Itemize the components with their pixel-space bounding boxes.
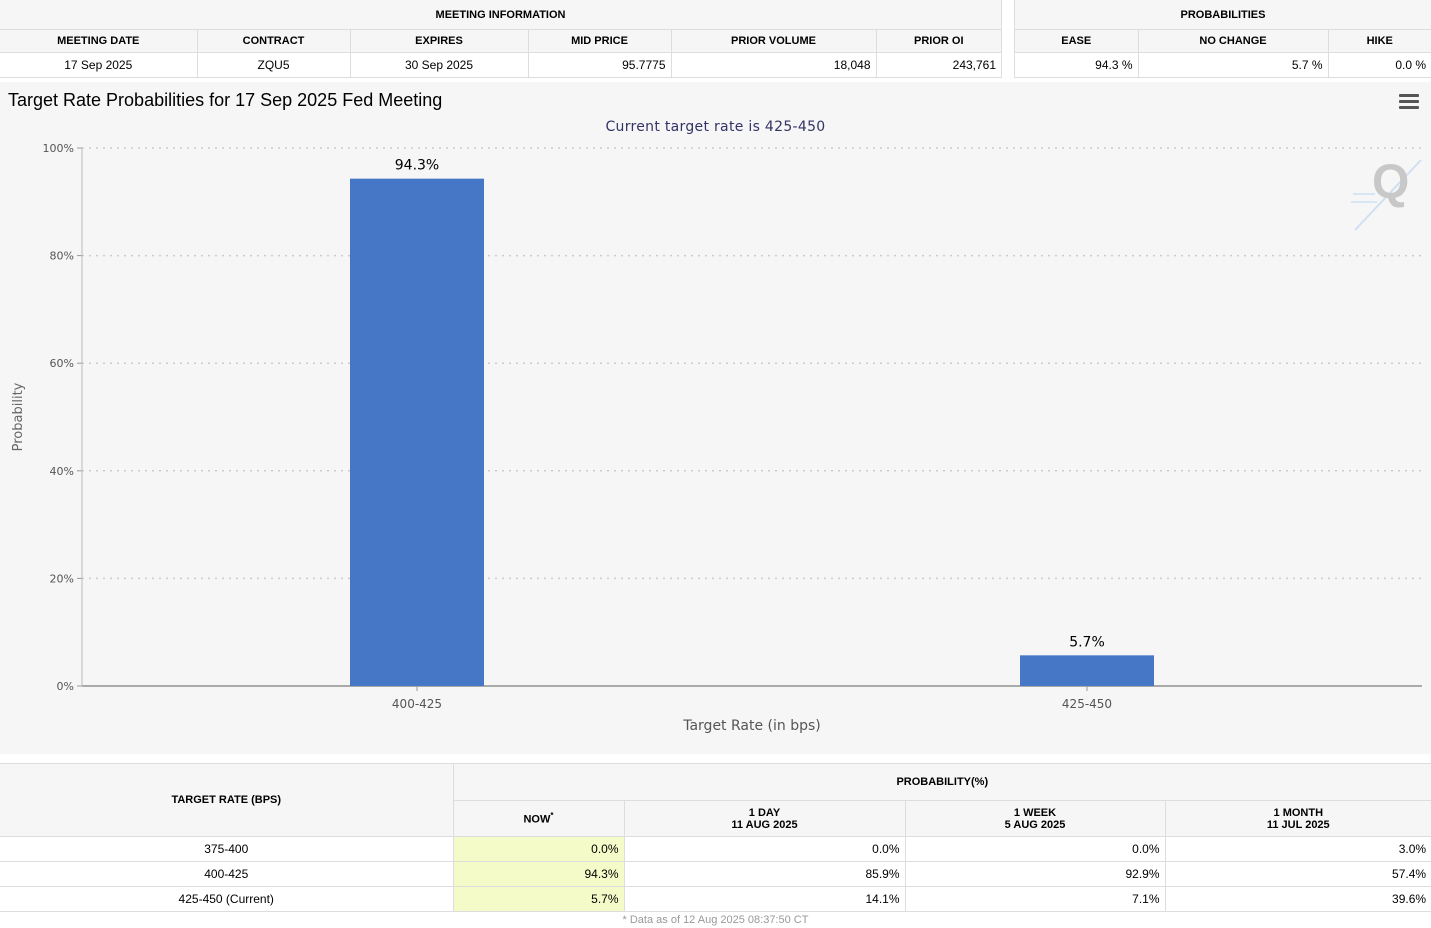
y-tick-label: 100%	[43, 142, 74, 155]
header-mid-price: MID PRICE	[528, 29, 672, 53]
probabilities-title: PROBABILITIES	[1015, 0, 1431, 30]
chart-subtitle: Current target rate is 425-450	[605, 119, 826, 135]
data-label: 94.3%	[395, 158, 439, 174]
data-label: 5.7%	[1069, 634, 1105, 650]
no-change-value: 5.7 %	[1138, 52, 1329, 78]
table-row: 375-400 0.0% 0.0% 0.0% 3.0%	[0, 836, 1431, 862]
hamburger-menu-icon[interactable]	[1399, 94, 1419, 110]
now-cell: 5.7%	[453, 886, 625, 912]
mid-price-value: 95.7775	[528, 52, 672, 78]
one-day-cell: 14.1%	[624, 886, 906, 912]
table-row: 425-450 (Current) 5.7% 14.1% 7.1% 39.6%	[0, 886, 1431, 912]
header-no-change: NO CHANGE	[1138, 29, 1329, 53]
header-target-rate: TARGET RATE (BPS)	[0, 763, 454, 837]
meeting-date-value: 17 Sep 2025	[0, 52, 198, 78]
y-tick-label: 80%	[50, 250, 74, 263]
header-prior-volume: PRIOR VOLUME	[671, 29, 877, 53]
history-table: TARGET RATE (BPS) PROBABILITY(%) NOW* 1 …	[0, 763, 1431, 912]
header-prior-oi: PRIOR OI	[876, 29, 1002, 53]
header-probability-group: PROBABILITY(%)	[453, 763, 1431, 801]
now-cell: 94.3%	[453, 861, 625, 887]
header-1-day: 1 DAY 11 AUG 2025	[624, 800, 906, 837]
rate-cell: 425-450 (Current)	[0, 886, 454, 912]
table-row: 400-425 94.3% 85.9% 92.9% 57.4%	[0, 861, 1431, 887]
x-tick-label: 400-425	[392, 697, 442, 711]
header-ease: EASE	[1015, 29, 1139, 53]
rate-cell: 400-425	[0, 861, 454, 887]
y-tick-label: 60%	[50, 357, 74, 370]
y-tick-label: 40%	[50, 465, 74, 478]
expires-value: 30 Sep 2025	[350, 52, 529, 78]
bar-400-425	[350, 178, 484, 686]
header-1-week: 1 WEEK 5 AUG 2025	[905, 800, 1166, 837]
hike-value: 0.0 %	[1328, 52, 1431, 78]
one-week-cell: 92.9%	[905, 861, 1166, 887]
rate-cell: 375-400	[0, 836, 454, 862]
one-month-cell: 57.4%	[1165, 861, 1431, 887]
one-month-cell: 3.0%	[1165, 836, 1431, 862]
now-cell: 0.0%	[453, 836, 625, 862]
contract-value: ZQU5	[197, 52, 351, 78]
header-1-month: 1 MONTH 11 JUL 2025	[1165, 800, 1431, 837]
one-week-cell: 0.0%	[905, 836, 1166, 862]
y-tick-label: 0%	[57, 680, 74, 693]
one-day-cell: 0.0%	[624, 836, 906, 862]
now-label: NOW	[523, 813, 551, 826]
chart-panel: 0% 20% 40% 60% 80% 100% 94.3% 400-425 5.7% 425-4…	[0, 82, 1431, 754]
q-logo-icon: Q	[1351, 156, 1422, 231]
bar-425-450	[1020, 655, 1154, 686]
header-now: NOW*	[453, 800, 625, 837]
header-hike: HIKE	[1328, 29, 1431, 53]
now-marker: *	[550, 811, 554, 821]
x-tick-label: 425-450	[1062, 697, 1112, 711]
chart-title: Target Rate Probabilities for 17 Sep 202…	[8, 90, 443, 110]
ease-value: 94.3 %	[1015, 52, 1139, 78]
y-axis-title: Probability	[11, 382, 26, 451]
prior-oi-value: 243,761	[876, 52, 1002, 78]
x-axis-title: Target Rate (in bps)	[682, 718, 821, 734]
prior-volume-value: 18,048	[671, 52, 877, 78]
meeting-info-table: MEETING INFORMATION MEETING DATE CONTRAC…	[0, 0, 1002, 78]
header-expires: EXPIRES	[350, 29, 529, 53]
one-day-cell: 85.9%	[624, 861, 906, 887]
one-month-cell: 39.6%	[1165, 886, 1431, 912]
probability-bar-chart: 0% 20% 40% 60% 80% 100% 94.3% 400-425 5.7% 425-4…	[11, 142, 1422, 734]
probabilities-table: PROBABILITIES EASE NO CHANGE HIKE 94.3 %…	[1015, 0, 1431, 78]
meeting-info-title: MEETING INFORMATION	[0, 0, 1002, 30]
header-meeting-date: MEETING DATE	[0, 29, 198, 53]
y-tick-label: 20%	[50, 572, 74, 585]
svg-text:Q: Q	[1372, 156, 1409, 209]
data-timestamp-footnote: * Data as of 12 Aug 2025 08:37:50 CT	[622, 914, 809, 926]
one-week-cell: 7.1%	[905, 886, 1166, 912]
top-table-divider	[1001, 0, 1015, 78]
header-contract: CONTRACT	[197, 29, 351, 53]
